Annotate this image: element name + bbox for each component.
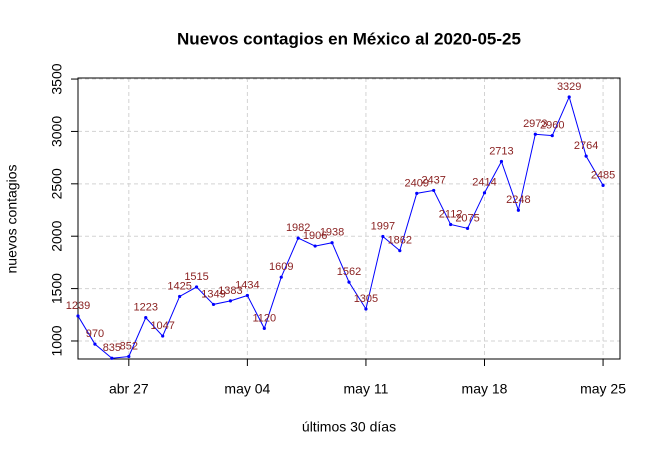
point bbox=[93, 342, 97, 346]
data-label: 3329 bbox=[557, 81, 581, 93]
point bbox=[194, 285, 199, 289]
chart-title: Nuevos contagios en México al 2020-05-25 bbox=[177, 29, 521, 48]
point bbox=[178, 294, 182, 299]
data-label: 2485 bbox=[591, 169, 615, 181]
data-label: 1223 bbox=[134, 302, 158, 314]
point bbox=[313, 244, 317, 248]
point bbox=[516, 208, 520, 212]
data-label: 1982 bbox=[286, 222, 310, 234]
data-label: 1938 bbox=[320, 227, 344, 239]
data-label: 1562 bbox=[337, 266, 361, 278]
y-tick-label: 3500 bbox=[49, 63, 65, 94]
point bbox=[144, 316, 148, 320]
data-label: 1515 bbox=[184, 271, 208, 283]
x-tick-label: may 04 bbox=[224, 381, 270, 397]
plot-frame bbox=[77, 77, 621, 360]
data-label: 1862 bbox=[388, 235, 412, 247]
data-label: 1120 bbox=[252, 312, 276, 324]
point bbox=[567, 95, 571, 99]
point bbox=[228, 299, 233, 303]
point bbox=[398, 249, 402, 253]
x-axis-label: últimos 30 días bbox=[302, 419, 396, 435]
y-axis-label: nuevos contagios bbox=[4, 165, 20, 274]
data-label: 1305 bbox=[354, 293, 378, 305]
point bbox=[584, 154, 588, 158]
y-tick-label: 1000 bbox=[49, 325, 65, 356]
y-tick-label: 3000 bbox=[49, 116, 65, 147]
data-label: 2960 bbox=[540, 120, 564, 132]
line bbox=[77, 95, 604, 359]
point bbox=[499, 159, 504, 164]
point bbox=[432, 188, 436, 193]
y-tick-label: 2000 bbox=[49, 220, 65, 251]
point bbox=[449, 222, 453, 227]
point bbox=[381, 234, 385, 239]
point bbox=[415, 191, 419, 195]
point bbox=[347, 280, 351, 284]
data-label: 2437 bbox=[421, 174, 445, 186]
point bbox=[245, 293, 249, 298]
data-label: 2409 bbox=[405, 177, 429, 189]
data-label: 1425 bbox=[167, 280, 191, 292]
data-label: 835 bbox=[103, 342, 121, 354]
point bbox=[110, 356, 114, 360]
data-label: 1239 bbox=[66, 300, 90, 312]
point bbox=[262, 326, 266, 331]
y-tick-label: 2500 bbox=[49, 168, 65, 199]
data-label: 1609 bbox=[269, 261, 293, 273]
point bbox=[211, 302, 216, 307]
point bbox=[127, 354, 131, 359]
point bbox=[465, 226, 470, 230]
data-label: 2973 bbox=[523, 118, 547, 130]
x-tick-label: may 25 bbox=[580, 381, 626, 397]
point bbox=[533, 132, 537, 136]
point bbox=[482, 191, 487, 195]
data-label: 852 bbox=[120, 340, 138, 352]
data-label: 1997 bbox=[371, 220, 395, 232]
data-label: 2248 bbox=[506, 194, 530, 206]
data-label: 1349 bbox=[201, 288, 225, 300]
point bbox=[330, 241, 334, 245]
data-label: 2075 bbox=[455, 212, 479, 224]
point bbox=[161, 334, 165, 338]
data-label: 1906 bbox=[303, 230, 327, 242]
data-label: 2713 bbox=[489, 145, 513, 157]
data-label: 970 bbox=[86, 328, 104, 340]
data-label: 2764 bbox=[574, 140, 598, 152]
data-label: 1047 bbox=[150, 320, 174, 332]
y-tick-label: 1500 bbox=[49, 273, 65, 304]
data-label: 2112 bbox=[439, 208, 463, 220]
data-label: 2414 bbox=[472, 177, 496, 189]
point bbox=[279, 275, 283, 279]
point bbox=[296, 236, 300, 240]
data-label: 1383 bbox=[218, 285, 242, 297]
point bbox=[601, 183, 605, 187]
x-tick-label: may 11 bbox=[344, 381, 389, 397]
data-label: 1434 bbox=[235, 279, 259, 291]
x-tick-label: may 18 bbox=[462, 381, 508, 397]
point bbox=[550, 134, 554, 138]
point bbox=[364, 307, 368, 311]
x-tick-label: abr 27 bbox=[109, 381, 149, 397]
point bbox=[76, 314, 80, 318]
